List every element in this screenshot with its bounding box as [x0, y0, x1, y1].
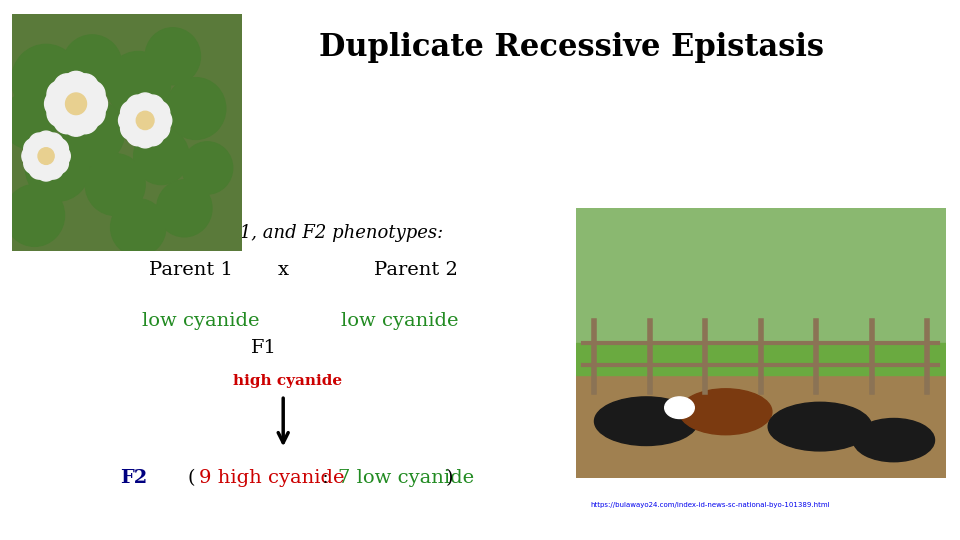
Circle shape: [149, 109, 172, 132]
Text: x: x: [277, 261, 289, 279]
Circle shape: [133, 124, 156, 148]
Circle shape: [36, 131, 57, 152]
Circle shape: [54, 106, 81, 134]
Circle shape: [126, 95, 149, 119]
Circle shape: [44, 90, 72, 118]
Ellipse shape: [680, 389, 772, 435]
Bar: [576, 364, 946, 478]
Circle shape: [141, 95, 164, 119]
Circle shape: [118, 109, 141, 132]
Text: F1: F1: [252, 339, 276, 357]
Circle shape: [24, 138, 44, 160]
Circle shape: [106, 51, 171, 118]
Circle shape: [147, 101, 170, 124]
Circle shape: [78, 80, 105, 109]
Circle shape: [121, 101, 143, 124]
Circle shape: [147, 117, 170, 140]
Text: low cyanide: low cyanide: [341, 312, 458, 330]
Circle shape: [62, 109, 89, 136]
Circle shape: [110, 199, 166, 256]
Text: F2: F2: [120, 469, 147, 487]
Circle shape: [145, 28, 201, 85]
Circle shape: [42, 158, 63, 179]
Circle shape: [47, 80, 74, 109]
Text: Duplicate Recessive Epistasis: Duplicate Recessive Epistasis: [319, 32, 824, 63]
Circle shape: [156, 180, 212, 237]
Text: 9 high cyanide: 9 high cyanide: [199, 469, 345, 487]
Text: ): ): [445, 469, 453, 487]
Circle shape: [136, 111, 154, 130]
Circle shape: [42, 133, 63, 154]
Text: Parent 2: Parent 2: [374, 261, 458, 279]
Circle shape: [65, 93, 86, 114]
Circle shape: [141, 122, 164, 146]
Bar: [576, 208, 946, 364]
Circle shape: [5, 185, 64, 246]
Circle shape: [126, 122, 149, 146]
Bar: [576, 343, 946, 375]
Circle shape: [29, 158, 50, 179]
Circle shape: [121, 117, 143, 140]
Circle shape: [60, 99, 125, 166]
Text: 7 low cyanide: 7 low cyanide: [338, 469, 474, 487]
Ellipse shape: [594, 397, 698, 445]
Text: low cyanide: low cyanide: [142, 312, 259, 330]
Circle shape: [48, 138, 68, 160]
Circle shape: [29, 133, 50, 154]
Circle shape: [62, 35, 122, 97]
Circle shape: [12, 44, 81, 116]
Circle shape: [81, 90, 108, 118]
Circle shape: [54, 74, 81, 102]
Circle shape: [38, 148, 54, 164]
Circle shape: [62, 71, 89, 99]
Circle shape: [50, 145, 70, 167]
Text: high cyanide: high cyanide: [233, 374, 343, 388]
Ellipse shape: [768, 402, 872, 451]
Circle shape: [22, 145, 42, 167]
Ellipse shape: [853, 418, 934, 462]
Circle shape: [78, 99, 105, 127]
Text: https://bulawayo24.com/index-id-news-sc-national-byo-101389.html: https://bulawayo24.com/index-id-news-sc-…: [590, 502, 830, 508]
Circle shape: [24, 152, 44, 174]
Circle shape: [47, 99, 74, 127]
Circle shape: [72, 74, 99, 102]
Circle shape: [133, 93, 156, 117]
Text: Parent 1: Parent 1: [149, 261, 232, 279]
Circle shape: [166, 78, 226, 139]
Text: Parental, F1, and F2 phenotypes:: Parental, F1, and F2 phenotypes:: [139, 224, 444, 242]
Circle shape: [36, 160, 57, 181]
Circle shape: [85, 154, 145, 215]
Circle shape: [2, 92, 58, 149]
Circle shape: [25, 134, 90, 201]
Circle shape: [182, 142, 232, 194]
Text: :: :: [316, 469, 335, 487]
Text: (: (: [187, 469, 195, 487]
Circle shape: [133, 127, 189, 185]
Circle shape: [48, 152, 68, 174]
Circle shape: [664, 397, 694, 418]
Circle shape: [72, 106, 99, 134]
